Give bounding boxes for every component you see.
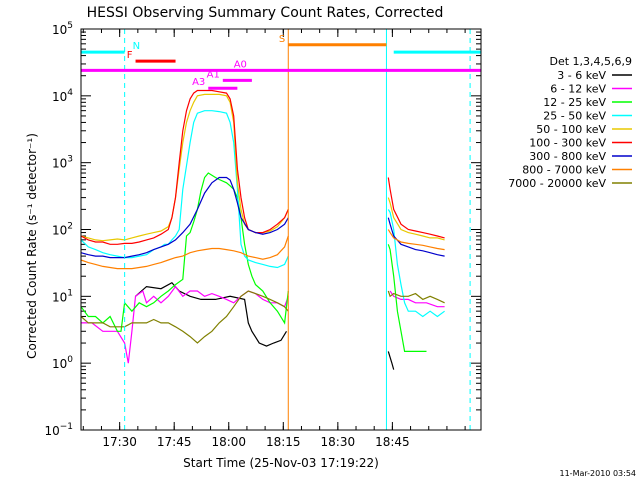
series-line-4	[387, 197, 445, 241]
state-bar-label: A3	[192, 77, 205, 88]
legend-entry-label: 12 - 25 keV	[543, 96, 606, 109]
y-axis-label: Corrected Count Rate (s⁻¹ detector⁻¹)	[25, 133, 39, 359]
state-bar-label: A1	[207, 69, 220, 80]
legend-entry-label: 25 - 50 keV	[543, 110, 606, 123]
series-line-6	[80, 176, 289, 259]
series-line-4	[80, 93, 289, 242]
y-tick-label: 101	[52, 288, 73, 304]
y-tick-label: 104	[52, 88, 73, 104]
legend-entry-label: 800 - 7000 keV	[522, 164, 606, 177]
series-line-8	[80, 290, 289, 344]
x-tick-label: 18:15	[266, 435, 301, 449]
y-tick-label: 100	[52, 355, 73, 371]
state-bar-label: S	[279, 34, 285, 45]
y-tick-label: 103	[52, 155, 73, 171]
legend-entry-label: 7000 - 20000 keV	[508, 177, 606, 190]
chart-title: HESSI Observing Summary Count Rates, Cor…	[87, 5, 444, 21]
state-bar-label: N	[133, 41, 140, 52]
plot-frame	[80, 28, 482, 431]
x-tick-label: 18:30	[321, 435, 356, 449]
y-tick-label: 105	[52, 21, 73, 37]
series-line-0	[387, 351, 395, 370]
series-line-1	[81, 285, 289, 364]
series-line-6	[387, 217, 445, 257]
series-line-1	[389, 290, 445, 308]
x-tick-label: 18:45	[375, 435, 410, 449]
series-line-8	[387, 290, 445, 304]
date-stamp: 11-Mar-2010 03:54	[560, 469, 637, 478]
series-line-2	[387, 244, 427, 352]
series-line-7	[387, 229, 445, 251]
x-tick-label: 18:00	[211, 435, 246, 449]
legend-entry-label: 3 - 6 keV	[557, 69, 606, 82]
series-line-7	[80, 235, 289, 270]
legend-entry-label: 6 - 12 keV	[550, 83, 606, 96]
legend-entry-label: 50 - 100 keV	[536, 123, 606, 136]
state-bar-label: F	[127, 50, 133, 61]
x-tick-label: 17:45	[157, 435, 192, 449]
x-axis-label: Start Time (25-Nov-03 17:19:22)	[183, 456, 379, 470]
x-tick-label: 17:30	[102, 435, 137, 449]
legend-title: Det 1,3,4,5,6,9	[549, 55, 632, 68]
series-line-0	[135, 281, 288, 347]
series-line-5	[80, 89, 289, 245]
y-tick-label: 102	[52, 222, 73, 238]
series-line-2	[80, 172, 289, 332]
y-tick-label: 10−1	[44, 422, 73, 438]
legend-entry-label: 300 - 800 keV	[529, 150, 606, 163]
series-line-5	[387, 177, 445, 239]
series-line-3	[387, 209, 445, 318]
legend-entry-label: 100 - 300 keV	[529, 137, 606, 150]
state-bar-label: A0	[234, 59, 247, 70]
